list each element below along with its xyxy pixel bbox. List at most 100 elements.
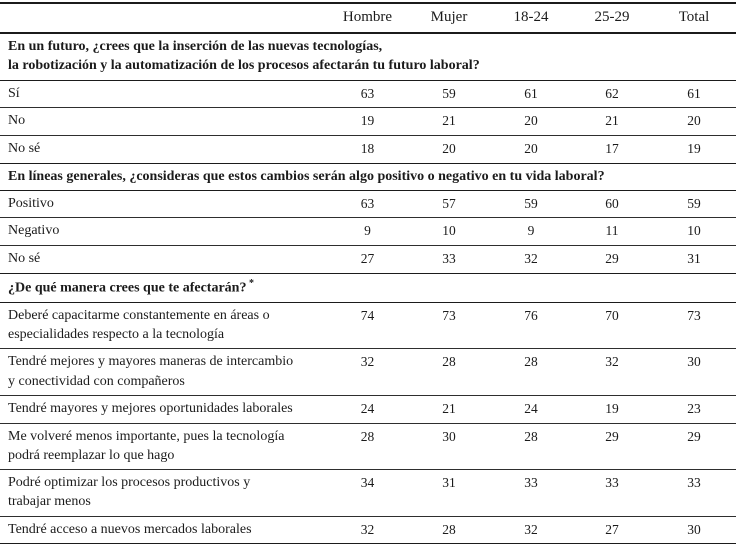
cell-value: 17 bbox=[572, 134, 652, 163]
cell-value: 73 bbox=[408, 301, 490, 349]
cell-value: 30 bbox=[652, 348, 736, 396]
cell-value: 29 bbox=[572, 245, 652, 274]
cell-value: 29 bbox=[572, 422, 652, 470]
cell-value: 24 bbox=[490, 394, 572, 424]
question-text: En líneas generales, ¿consideras que est… bbox=[0, 162, 736, 191]
cell-value: 19 bbox=[652, 134, 736, 163]
cell-value: 33 bbox=[652, 469, 736, 517]
cell-value: 19 bbox=[327, 107, 408, 136]
table-body: En un futuro, ¿crees que la inserción de… bbox=[0, 32, 736, 544]
cell-value: 21 bbox=[572, 107, 652, 136]
data-row: Podré optimizar los procesos productivos… bbox=[0, 469, 736, 517]
row-label: Deberé capacitarme constantemente en áre… bbox=[0, 301, 327, 349]
data-row: Deberé capacitarme constantemente en áre… bbox=[0, 301, 736, 349]
cell-value: 28 bbox=[490, 422, 572, 470]
cell-value: 62 bbox=[572, 79, 652, 108]
cell-value: 18 bbox=[327, 134, 408, 163]
row-label: Negativo bbox=[0, 217, 327, 246]
cell-value: 63 bbox=[327, 189, 408, 218]
row-label: No bbox=[0, 107, 327, 136]
row-label: Positivo bbox=[0, 189, 327, 218]
row-label: Tendré mejores y mayores maneras de inte… bbox=[0, 348, 327, 396]
cell-value: 74 bbox=[327, 301, 408, 349]
cell-value: 20 bbox=[490, 107, 572, 136]
header-hombre: Hombre bbox=[327, 3, 408, 34]
row-label: Sí bbox=[0, 79, 327, 108]
cell-value: 33 bbox=[408, 245, 490, 274]
cell-value: 28 bbox=[327, 422, 408, 470]
cell-value: 23 bbox=[652, 394, 736, 424]
data-row: No sé 27 33 32 29 31 bbox=[0, 245, 736, 274]
cell-value: 70 bbox=[572, 301, 652, 349]
cell-value: 32 bbox=[490, 515, 572, 544]
data-row: Negativo 9 10 9 11 10 bbox=[0, 217, 736, 246]
row-label: No sé bbox=[0, 245, 327, 274]
cell-value: 73 bbox=[652, 301, 736, 349]
data-row: No sé 18 20 20 17 19 bbox=[0, 134, 736, 163]
cell-value: 59 bbox=[652, 189, 736, 218]
cell-value: 28 bbox=[490, 348, 572, 396]
data-row: Sí 63 59 61 62 61 bbox=[0, 79, 736, 108]
cell-value: 32 bbox=[490, 245, 572, 274]
cell-value: 59 bbox=[408, 79, 490, 108]
row-label: Tendré mayores y mejores oportunidades l… bbox=[0, 394, 327, 424]
cell-value: 63 bbox=[327, 79, 408, 108]
cell-value: 60 bbox=[572, 189, 652, 218]
cell-value: 30 bbox=[652, 515, 736, 544]
cell-value: 31 bbox=[652, 245, 736, 274]
cell-value: 32 bbox=[327, 515, 408, 544]
cell-value: 27 bbox=[572, 515, 652, 544]
cell-value: 20 bbox=[652, 107, 736, 136]
cell-value: 24 bbox=[327, 394, 408, 424]
header-total: Total bbox=[652, 3, 736, 34]
header-blank bbox=[0, 3, 327, 34]
question-row: En líneas generales, ¿consideras que est… bbox=[0, 162, 736, 191]
question-row: En un futuro, ¿crees que la inserción de… bbox=[0, 32, 736, 81]
row-label: Podré optimizar los procesos productivos… bbox=[0, 469, 327, 517]
data-row: Tendré acceso a nuevos mercados laborale… bbox=[0, 515, 736, 544]
cell-value: 28 bbox=[408, 348, 490, 396]
cell-value: 61 bbox=[652, 79, 736, 108]
cell-value: 11 bbox=[572, 217, 652, 246]
footnote-asterisk: * bbox=[246, 277, 254, 289]
data-row: No 19 21 20 21 20 bbox=[0, 107, 736, 136]
data-row: Me volveré menos importante, pues la tec… bbox=[0, 422, 736, 470]
cell-value: 33 bbox=[572, 469, 652, 517]
cell-value: 10 bbox=[408, 217, 490, 246]
cell-value: 19 bbox=[572, 394, 652, 424]
cell-value: 33 bbox=[490, 469, 572, 517]
data-row: Tendré mayores y mejores oportunidades l… bbox=[0, 394, 736, 424]
cell-value: 57 bbox=[408, 189, 490, 218]
header-18-24: 18-24 bbox=[490, 3, 572, 34]
cell-value: 30 bbox=[408, 422, 490, 470]
cell-value: 76 bbox=[490, 301, 572, 349]
cell-value: 31 bbox=[408, 469, 490, 517]
data-row: Tendré mejores y mayores maneras de inte… bbox=[0, 348, 736, 396]
cell-value: 32 bbox=[572, 348, 652, 396]
header-mujer: Mujer bbox=[408, 3, 490, 34]
header-25-29: 25-29 bbox=[572, 3, 652, 34]
cell-value: 28 bbox=[408, 515, 490, 544]
cell-value: 9 bbox=[327, 217, 408, 246]
cell-value: 27 bbox=[327, 245, 408, 274]
row-label: Me volveré menos importante, pues la tec… bbox=[0, 422, 327, 470]
data-row: Positivo 63 57 59 60 59 bbox=[0, 189, 736, 218]
cell-value: 21 bbox=[408, 394, 490, 424]
cell-value: 21 bbox=[408, 107, 490, 136]
cell-value: 20 bbox=[408, 134, 490, 163]
cell-value: 34 bbox=[327, 469, 408, 517]
question-text: En un futuro, ¿crees que la inserción de… bbox=[0, 32, 736, 81]
question-text: ¿De qué manera crees que te afectarán? * bbox=[0, 272, 736, 303]
row-label: No sé bbox=[0, 134, 327, 163]
cell-value: 20 bbox=[490, 134, 572, 163]
header-row: Hombre Mujer 18-24 25-29 Total bbox=[0, 3, 736, 34]
question-row: ¿De qué manera crees que te afectarán? * bbox=[0, 272, 736, 303]
cell-value: 29 bbox=[652, 422, 736, 470]
cell-value: 9 bbox=[490, 217, 572, 246]
cell-value: 59 bbox=[490, 189, 572, 218]
cell-value: 10 bbox=[652, 217, 736, 246]
cell-value: 61 bbox=[490, 79, 572, 108]
cell-value: 32 bbox=[327, 348, 408, 396]
